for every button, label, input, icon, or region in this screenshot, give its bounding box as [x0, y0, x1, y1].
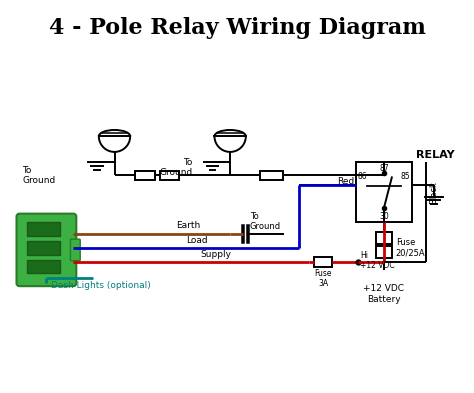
- Text: Fuse
3A: Fuse 3A: [314, 268, 332, 288]
- Text: To
Ground: To Ground: [22, 165, 55, 185]
- Text: 87: 87: [379, 163, 389, 173]
- Text: RELAY: RELAY: [416, 150, 455, 160]
- Bar: [314, 257, 332, 266]
- Text: Load: Load: [186, 236, 208, 245]
- Text: Fuse
20/25A: Fuse 20/25A: [396, 238, 425, 258]
- Bar: [160, 171, 179, 180]
- Text: Earth: Earth: [176, 221, 201, 230]
- Text: 30: 30: [379, 211, 389, 220]
- Bar: [376, 246, 392, 258]
- Text: 85: 85: [401, 172, 410, 181]
- FancyBboxPatch shape: [17, 214, 76, 286]
- Bar: [135, 171, 155, 180]
- Text: To
Ground: To Ground: [160, 158, 193, 177]
- Text: +12 VDC
Battery: +12 VDC Battery: [364, 284, 404, 304]
- Bar: [376, 232, 392, 244]
- Bar: [356, 162, 412, 222]
- Text: 86: 86: [357, 172, 367, 181]
- Text: Black: Black: [429, 181, 438, 204]
- Text: To
Ground: To Ground: [250, 212, 281, 231]
- Bar: [27, 241, 60, 255]
- Text: 4 - Pole Relay Wiring Diagram: 4 - Pole Relay Wiring Diagram: [48, 17, 426, 39]
- Bar: [260, 171, 283, 180]
- Text: Hi
+12 VDC: Hi +12 VDC: [360, 251, 395, 270]
- Text: Dash Lights (optional): Dash Lights (optional): [51, 281, 151, 290]
- Bar: [27, 260, 60, 274]
- Bar: [27, 222, 60, 236]
- Text: Supply: Supply: [201, 250, 232, 259]
- FancyBboxPatch shape: [71, 239, 80, 261]
- Text: Red: Red: [337, 177, 355, 186]
